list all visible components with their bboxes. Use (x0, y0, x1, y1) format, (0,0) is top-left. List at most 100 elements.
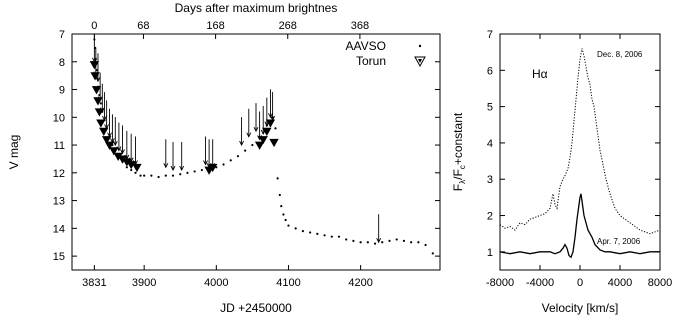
aavso-point (395, 238, 398, 241)
aavso-point (276, 177, 279, 180)
torun-point (96, 119, 106, 128)
aavso-point (171, 174, 175, 177)
aavso-point (323, 234, 326, 237)
torun-point (99, 127, 109, 136)
aavso-point (373, 242, 377, 245)
light-curve-y-tick-label: 13 (53, 196, 65, 208)
aavso-point (93, 46, 97, 49)
light-curve-y-tick-label: 8 (59, 57, 65, 69)
aavso-point (388, 239, 391, 242)
aavso-point (284, 218, 287, 222)
torun-point (91, 86, 102, 95)
light-curve-top-x-tick-label: 368 (351, 20, 369, 32)
spectrum-series-label-dec: Dec. 8, 2006 (597, 50, 643, 59)
aavso-point (301, 230, 305, 233)
spectrum-y-tick-label: 3 (487, 174, 493, 186)
torun-point (109, 147, 119, 156)
spectrum-y-tick-label: 6 (487, 65, 493, 77)
aavso-point (125, 166, 128, 169)
spectrum-line-dec (499, 48, 661, 235)
spectrum-x-label: Velocity [km/s] (542, 301, 619, 315)
aavso-point (359, 241, 362, 244)
light-curve-x-tick-label: 3831 (82, 277, 106, 289)
light-curve-top-x-tick-label: 0 (91, 20, 97, 32)
spectrum-y-tick-label: 1 (487, 247, 493, 259)
torun-point (104, 141, 115, 150)
aavso-point (424, 243, 427, 247)
aavso-point (130, 168, 133, 172)
torun-point (89, 61, 100, 70)
light-curve-y-tick-label: 7 (59, 29, 65, 41)
aavso-point (431, 252, 434, 255)
light-curve-x-tick-label: 3900 (132, 277, 156, 289)
upper-limit-arrowhead (203, 160, 208, 166)
aavso-point (96, 77, 99, 80)
aavso-point (157, 175, 160, 179)
light-curve-y-tick-label: 14 (53, 223, 65, 235)
aavso-point (309, 231, 312, 234)
torun-point (90, 72, 100, 81)
aavso-point (164, 174, 167, 177)
aavso-point (352, 239, 355, 242)
aavso-point (99, 102, 102, 105)
legend-label-aavso: AAVSO (346, 39, 386, 53)
torun-point (265, 119, 276, 128)
aavso-point (222, 163, 225, 166)
aavso-point (251, 143, 254, 147)
aavso-point (280, 205, 283, 208)
light-curve-x-tick-label: 4100 (276, 277, 300, 289)
torun-point (258, 136, 268, 145)
light-curve-x-tick-label: 4200 (348, 277, 372, 289)
upper-limit-arrowhead (163, 163, 169, 169)
upper-limit-arrowhead (239, 140, 244, 147)
torun-point (101, 136, 112, 145)
spectrum-x-tick-label: 0 (577, 277, 583, 289)
aavso-point (98, 93, 101, 97)
aavso-point (271, 116, 274, 119)
aavso-point (150, 174, 153, 177)
spectrum-plot-frame (499, 33, 661, 271)
spectrum-x-tick-label: -4000 (526, 277, 554, 289)
light-curve-y-tick-label: 12 (53, 168, 65, 180)
aavso-point (94, 57, 97, 61)
light-curve-top-x-tick-label: 268 (279, 20, 297, 32)
legend-label-torun: Torun (356, 54, 386, 68)
aavso-point (316, 232, 319, 236)
upper-limit-arrowhead (170, 165, 176, 172)
torun-point (208, 163, 218, 173)
spectrum-y-tick-label: 2 (487, 211, 493, 223)
upper-limit-arrowhead (246, 132, 252, 138)
torun-point (132, 163, 142, 173)
aavso-point (95, 68, 98, 72)
aavso-point (93, 38, 96, 41)
light-curve-panel: 3831 3900 4000 4100 4200 0 68 168 268 368 7 8 9 10 1… (7, 1, 441, 315)
spectrum-x-tick-label: 8000 (648, 277, 672, 289)
aavso-point (265, 124, 268, 127)
aavso-point (337, 235, 341, 238)
aavso-point (236, 155, 240, 158)
upper-limit-arrowhead (179, 165, 185, 172)
aavso-point (345, 238, 348, 241)
light-curve-y-tick-label: 11 (54, 140, 65, 152)
upper-limit-arrowhead (253, 126, 259, 133)
light-curve-y-tick-label: 9 (59, 85, 65, 97)
torun-point (262, 127, 272, 136)
aavso-point (200, 168, 203, 172)
light-curve-plot-frame (71, 33, 441, 271)
spectrum-series-label-apr: Apr. 7, 2006 (597, 237, 641, 246)
aavso-point (186, 171, 189, 174)
aavso-point (410, 241, 413, 244)
legend-marker-torun-inner (418, 59, 422, 63)
aavso-point (381, 241, 384, 244)
upper-limit-arrowhead (376, 238, 382, 244)
aavso-point (244, 149, 247, 152)
light-curve-y-tick-label: 10 (53, 112, 65, 124)
light-curve-legend: AAVSO Torun (346, 39, 426, 68)
spectrum-line-apr (499, 193, 660, 259)
spectrum-y-tick-label: 5 (487, 102, 493, 114)
spectrum-x-tick-label: -8000 (486, 277, 514, 289)
spectrum-y-tick-label: 4 (487, 138, 493, 150)
upper-limit-arrowhead (268, 113, 273, 119)
spectrum-annotation: Hα (532, 67, 548, 81)
